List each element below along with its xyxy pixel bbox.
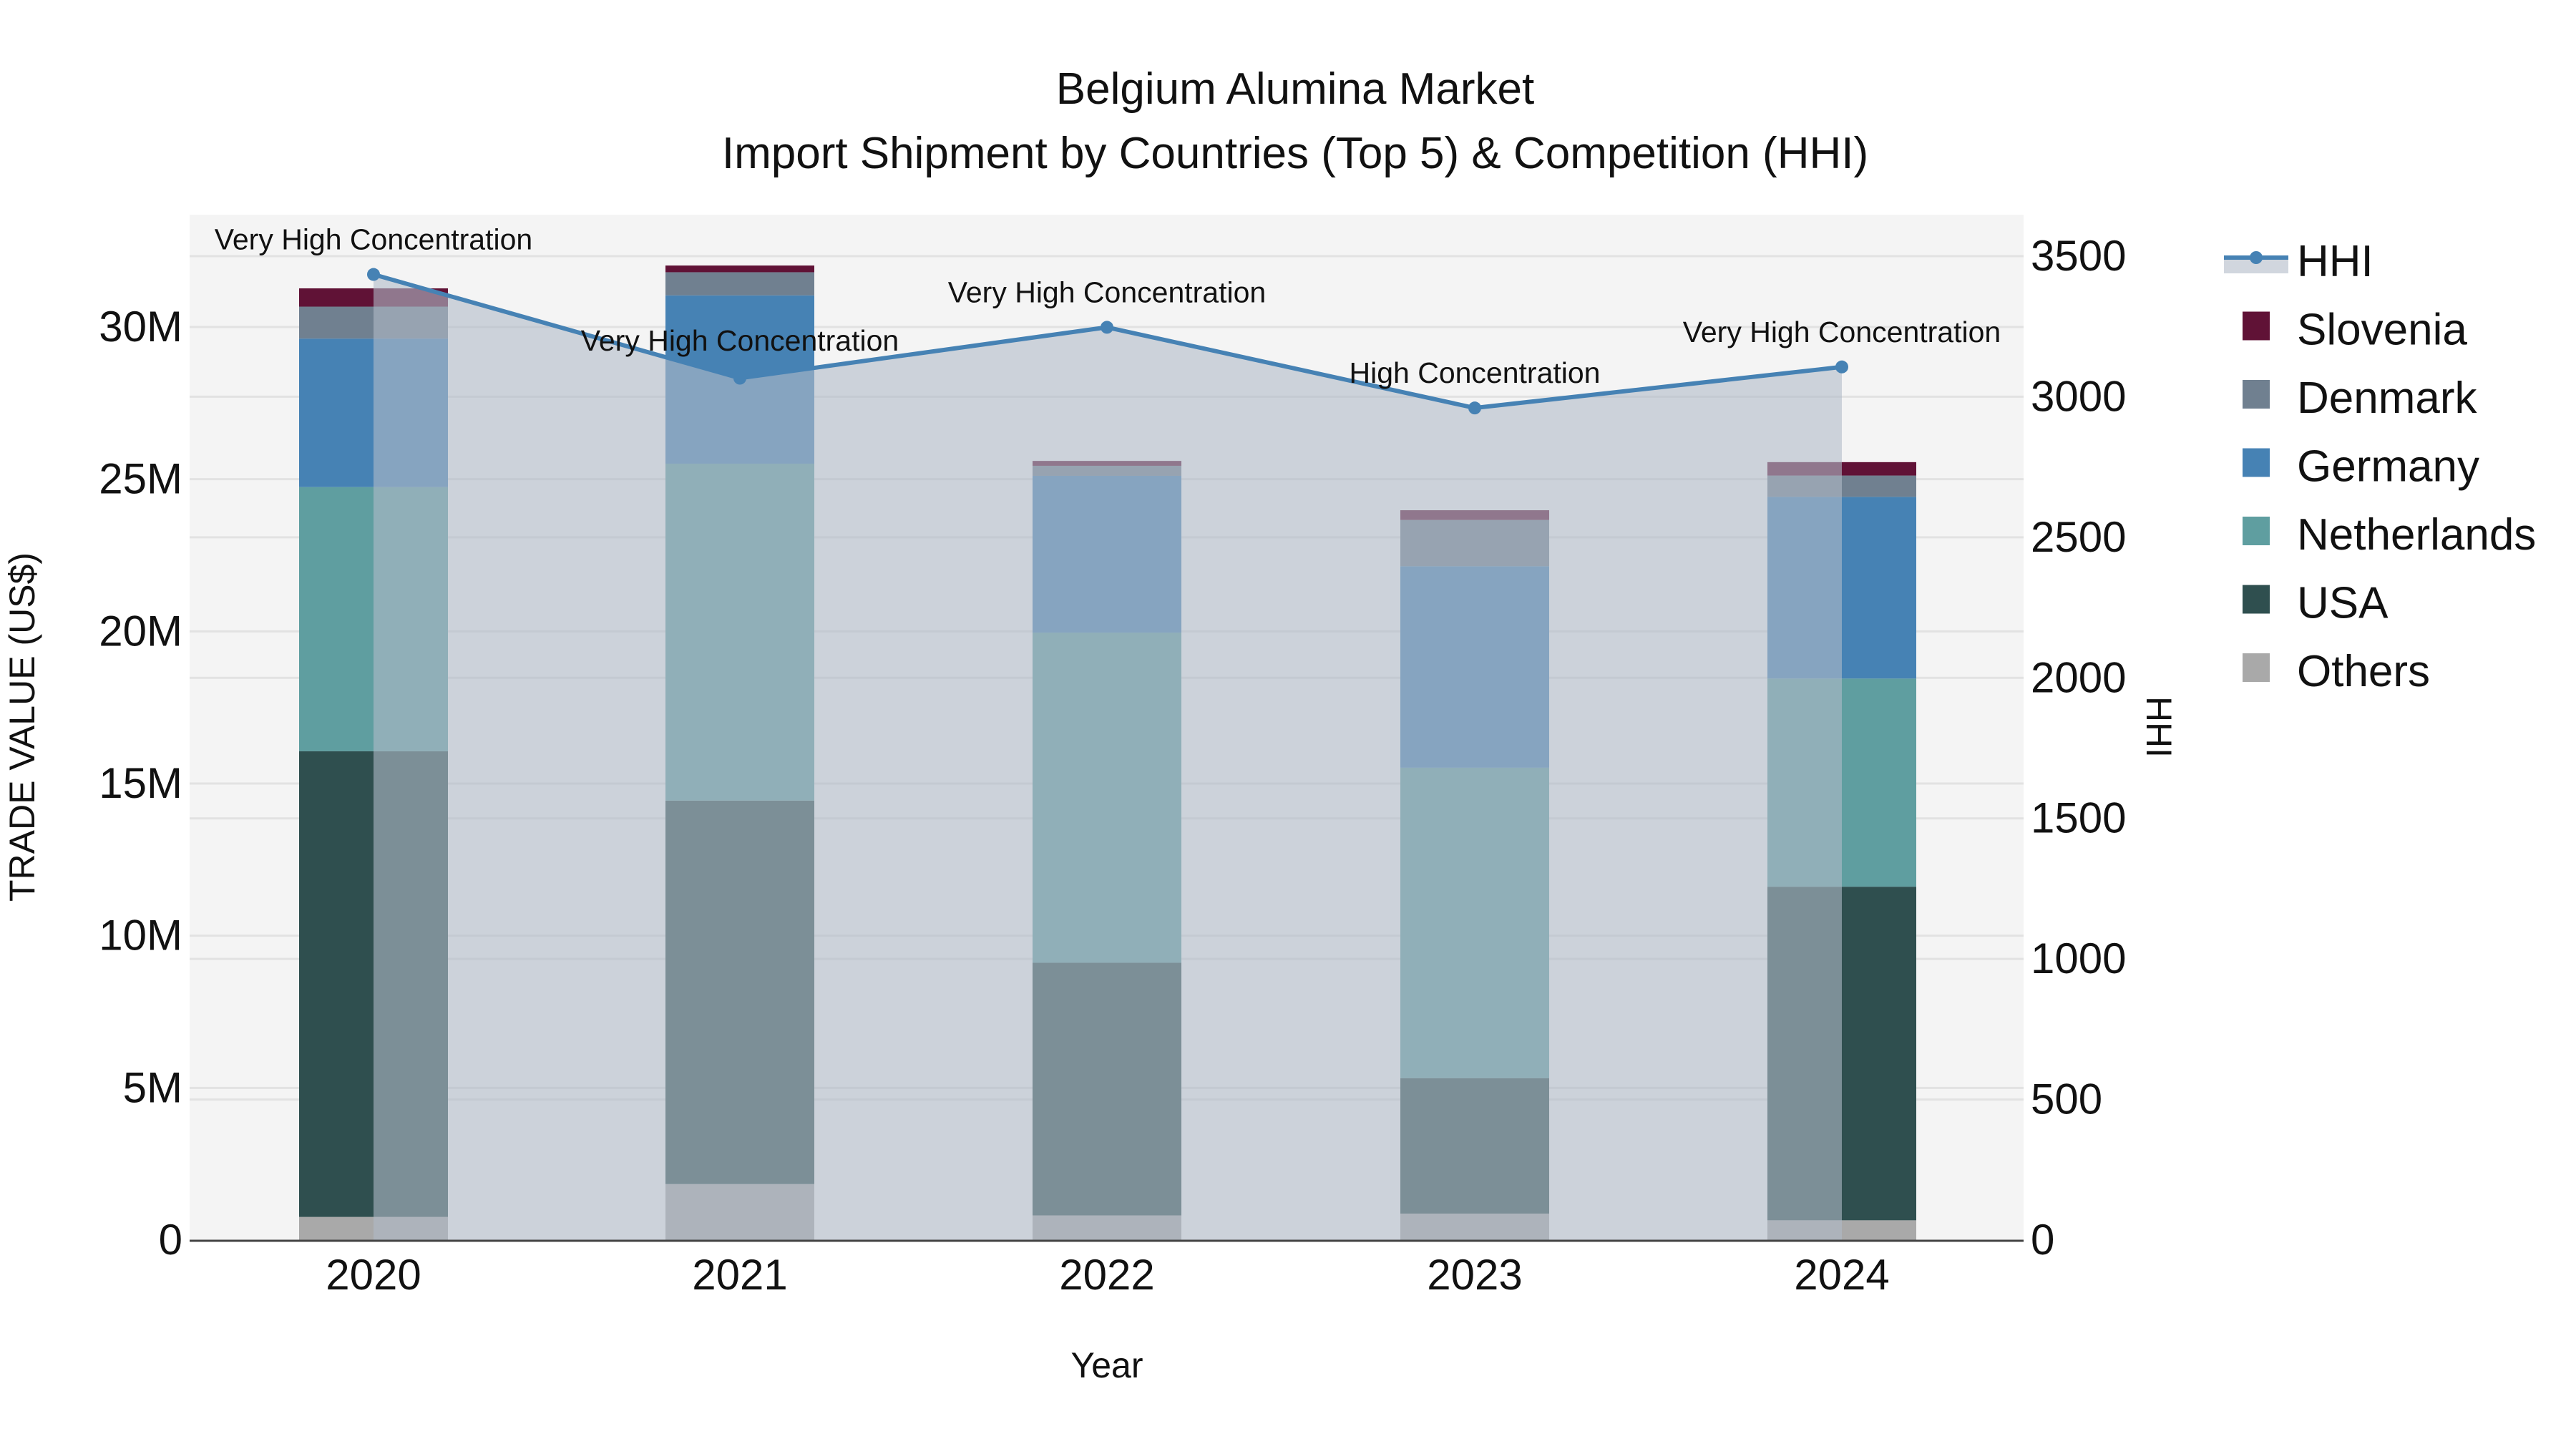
hhi-annotation: Very High Concentration (948, 275, 1266, 308)
bar-segment-denmark[interactable] (665, 272, 814, 296)
legend-area-swatch (2224, 258, 2288, 273)
x-tick-label: 2024 (1794, 1251, 1889, 1299)
legend-label: Germany (2297, 442, 2479, 492)
legend-swatch-icon (2243, 653, 2270, 682)
hhi-area (374, 274, 1842, 1241)
y-right-tick-label: 1500 (2031, 794, 2126, 842)
y-right-ticks: 0 500 1000 1500 2000 2500 3000 3500 (2031, 232, 2126, 1264)
y-right-tick-label: 1000 (2031, 935, 2126, 982)
y-left-tick-label: 10M (99, 912, 182, 960)
hhi-annotations: Very High Concentration Very High Concent… (215, 223, 2001, 390)
y-right-tick-label: 0 (2031, 1216, 2054, 1264)
y-left-ticks: 0 5M 10M 15M 20M 25M 30M (99, 303, 182, 1264)
legend-item-hhi[interactable]: HHI (2224, 237, 2373, 286)
legend-label: HHI (2297, 237, 2373, 286)
legend-label: Others (2297, 647, 2430, 696)
y-left-axis-label: TRADE VALUE (US$) (2, 552, 42, 902)
y-left-tick-label: 20M (99, 607, 182, 655)
y-right-tick-label: 2500 (2031, 513, 2126, 561)
legend-label: USA (2297, 579, 2389, 628)
hhi-marker[interactable] (1101, 321, 1113, 334)
legend-label: Slovenia (2297, 306, 2467, 355)
y-right-tick-label: 2000 (2031, 653, 2126, 701)
legend-swatch-icon (2243, 448, 2270, 477)
hhi-line (367, 268, 1848, 415)
hhi-annotation: Very High Concentration (1683, 316, 2001, 348)
legend-label: Netherlands (2297, 510, 2536, 560)
hhi-marker[interactable] (367, 268, 380, 281)
hhi-annotation: High Concentration (1350, 356, 1601, 389)
x-tick-label: 2021 (692, 1251, 787, 1299)
chart-title-line2: Import Shipment by Countries (Top 5) & C… (722, 129, 1868, 178)
x-tick-label: 2023 (1427, 1251, 1522, 1299)
hhi-marker[interactable] (1835, 360, 1848, 374)
y-right-tick-label: 3500 (2031, 232, 2126, 280)
x-axis-label: Year (1070, 1345, 1143, 1385)
legend-item-netherlands[interactable]: Netherlands (2243, 510, 2536, 560)
y-left-tick-label: 0 (159, 1216, 182, 1264)
y-right-tick-label: 500 (2031, 1075, 2102, 1123)
legend-marker-icon (2250, 251, 2263, 264)
legend-item-denmark[interactable]: Denmark (2243, 374, 2478, 423)
legend-swatch-icon (2243, 585, 2270, 614)
x-ticks: 2020 2021 2022 2023 2024 (326, 1251, 1889, 1299)
legend-swatch-icon (2243, 380, 2270, 409)
hhi-marker[interactable] (733, 371, 746, 385)
y-left-tick-label: 5M (123, 1063, 182, 1111)
hhi-fill-area (374, 274, 1842, 1241)
y-right-tick-label: 3000 (2031, 372, 2126, 420)
legend-swatch-icon (2243, 311, 2270, 341)
y-left-tick-label: 15M (99, 759, 182, 807)
bar-segment-slovenia[interactable] (665, 265, 814, 273)
y-left-tick-label: 25M (99, 455, 182, 503)
legend-item-slovenia[interactable]: Slovenia (2243, 306, 2467, 355)
y-right-axis-label: HHI (2139, 696, 2179, 758)
legend-item-others[interactable]: Others (2243, 647, 2430, 696)
y-left-tick-label: 30M (99, 303, 182, 351)
chart-title-line1: Belgium Alumina Market (1056, 64, 1535, 114)
hhi-annotation: Very High Concentration (581, 324, 899, 357)
legend-item-germany[interactable]: Germany (2243, 442, 2479, 492)
legend: HHI Slovenia Denmark Germany Netherlands USA O… (2224, 237, 2536, 696)
legend-swatch-icon (2243, 517, 2270, 545)
legend-label: Denmark (2297, 374, 2478, 423)
x-tick-label: 2022 (1059, 1251, 1154, 1299)
x-tick-label: 2020 (326, 1251, 421, 1299)
legend-item-usa[interactable]: USA (2243, 579, 2389, 628)
hhi-marker[interactable] (1468, 401, 1481, 415)
hhi-annotation: Very High Concentration (215, 223, 532, 256)
